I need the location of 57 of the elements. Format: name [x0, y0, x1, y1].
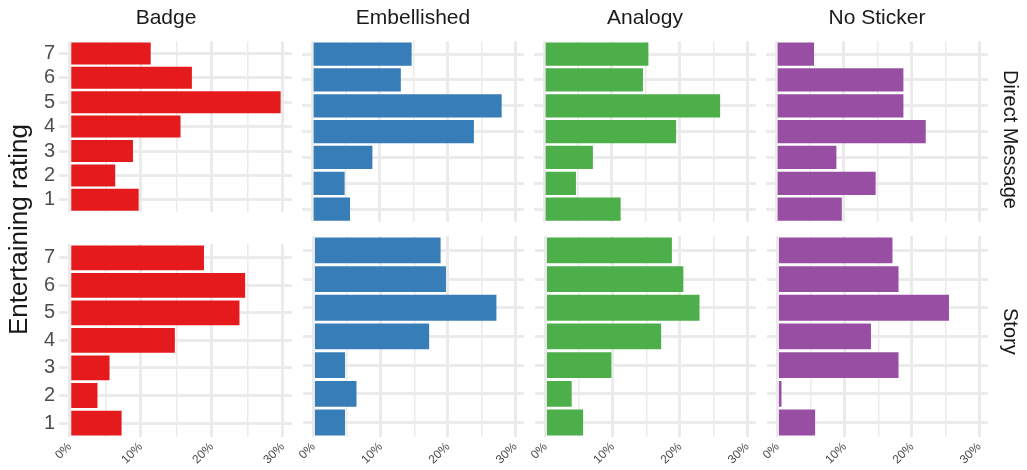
bar [777, 145, 837, 170]
x-tick-label: 0% [527, 439, 551, 462]
bar [71, 91, 281, 114]
x-tick-label: 30% [724, 439, 752, 467]
chart-title: No Sticker [828, 5, 926, 29]
bar [545, 171, 576, 195]
y2-axis-title: Story [998, 307, 1022, 355]
y-tick-label: 1 [44, 410, 56, 433]
y-tick-label: 2 [44, 383, 56, 406]
bar [545, 197, 621, 221]
bar [777, 197, 842, 221]
x-tick-label: 0% [52, 439, 75, 462]
bar [71, 188, 139, 211]
y-tick-label: 4 [44, 327, 56, 350]
chart-title: Badge [135, 5, 197, 29]
x-tick-label: 0% [295, 439, 319, 462]
y-tick-label: 6 [44, 65, 56, 88]
bar [777, 171, 876, 195]
bar [71, 140, 133, 162]
bar [71, 66, 192, 89]
bar [777, 119, 926, 144]
x-tick-label: 30% [956, 439, 984, 467]
bar [313, 42, 412, 66]
bar [777, 68, 904, 92]
chart-title: Embellished [355, 5, 471, 29]
y-tick-label: 2 [44, 162, 56, 185]
bar [71, 164, 116, 187]
bar [545, 119, 677, 144]
bar [545, 94, 721, 118]
x-tick-label: 0% [759, 439, 783, 462]
y-tick-label: 3 [44, 355, 56, 378]
bar [313, 68, 401, 92]
bar [71, 115, 181, 138]
x-tick-label: 30% [260, 439, 288, 467]
bar [71, 42, 151, 65]
bar [545, 68, 643, 92]
bar [313, 119, 474, 144]
bar [777, 94, 904, 118]
y-tick-label: 7 [44, 245, 56, 268]
bar [313, 171, 345, 195]
y-tick-label: 5 [44, 89, 56, 112]
chart-title: Analogy [607, 5, 684, 29]
y-tick-label: 3 [44, 138, 56, 161]
bar [545, 42, 649, 66]
x-tick-label: 30% [492, 439, 520, 467]
y-tick-label: 4 [44, 114, 56, 137]
bar [313, 197, 351, 221]
y-tick-label: 6 [44, 272, 56, 295]
y-tick-label: 5 [44, 300, 56, 323]
bar [313, 145, 373, 170]
y-tick-label: 7 [44, 40, 56, 63]
bar [313, 94, 502, 118]
y-tick-label: 1 [44, 187, 56, 210]
y-axis-title: Entertaining rating [2, 124, 34, 336]
bar [545, 145, 593, 170]
bar [777, 42, 815, 66]
y2-axis-title: Direct Message [998, 69, 1022, 209]
